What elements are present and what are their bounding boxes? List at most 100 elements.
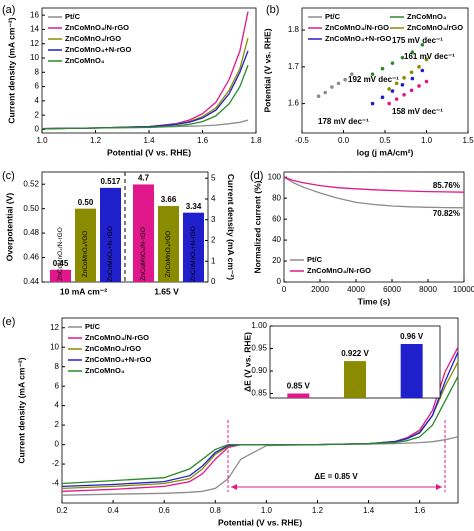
y2-tick-label: 5 [211, 173, 216, 182]
y-tick-label: 0 [55, 440, 60, 449]
y-tick-label: 8 [55, 362, 60, 371]
x-tick-label: 1.2 [90, 136, 102, 145]
y2-tick-label: 0 [211, 277, 216, 286]
y-tick-label: 0.50 [23, 204, 39, 213]
series-line [283, 176, 465, 209]
bar [158, 206, 179, 282]
x-tick-label: 0.6 [159, 506, 171, 515]
x-axis-label: Time (s) [358, 296, 391, 306]
data-point [417, 84, 421, 88]
bar [50, 269, 71, 282]
legend-label: ZnCoMnO₄+N-rGO [65, 45, 131, 54]
y-axis-label: Potential (V vs. RHE) [262, 28, 272, 112]
annotation: 161 mV dec⁻¹ [404, 52, 455, 61]
panel-label: (c) [2, 170, 15, 182]
value-label: 0.85 V [287, 382, 311, 391]
legend-label: ZnCoMnO₄/rGO [85, 344, 141, 353]
bar [75, 208, 96, 282]
legend-label: ZnCoMnO₄/N-rGO [307, 266, 371, 275]
y-tick-label: -2 [52, 459, 60, 468]
y-tick-label: 80 [272, 193, 281, 202]
legend-label: Pt/C [65, 12, 81, 21]
x-tick-label: 1.0 [36, 136, 48, 145]
data-point [387, 87, 391, 91]
y-tick-label: 40 [272, 235, 281, 244]
y-tick-label: 10 [30, 53, 39, 62]
y-tick-label: 0.48 [23, 228, 39, 237]
bar-name: ZnCoMnO₄/rGO [82, 231, 89, 278]
value-label: 0.50 [78, 198, 94, 207]
y-tick-label: 2 [55, 420, 60, 429]
bar-name: ZnCoMnO₄/rGO [165, 231, 172, 278]
group-label: 1.65 V [154, 286, 179, 296]
y-tick-label: 60 [272, 214, 281, 223]
x-tick-label: 1.8 [250, 136, 262, 145]
y-tick-label: 2 [35, 110, 40, 119]
y2-tick-label: 1 [211, 256, 216, 265]
x-axis-label: Potential (V vs. RHE) [107, 147, 191, 157]
x-tick-label: 1.0 [261, 506, 273, 515]
x-tick-label: 1.5 [462, 136, 474, 145]
y2-tick-label: 3 [211, 215, 216, 224]
y-tick-label: 12 [50, 323, 59, 332]
data-point [390, 89, 395, 93]
data-point [402, 92, 406, 97]
value-label: 0.922 V [341, 349, 369, 358]
x-tick-label: 0.4 [108, 506, 120, 515]
data-point [394, 81, 399, 86]
legend-label: Pt/C [325, 12, 341, 21]
y-tick-label: 12 [30, 39, 39, 48]
y-tick-label: 100 [268, 172, 282, 181]
x-axis-label: log (j mA/cm²) [357, 147, 414, 157]
x-axis-label: Potential (V vs. RHE) [218, 517, 302, 527]
legend-label: ZnCoMnO₄/rGO [65, 34, 121, 43]
panel-label: (e) [2, 316, 15, 328]
data-point [409, 70, 414, 75]
bar [100, 187, 121, 282]
annotation: 175 mV dec⁻¹ [392, 36, 443, 45]
x-tick-label: 0.8 [210, 506, 222, 515]
y-axis-label: ΔE (V vs. RHE) [242, 332, 252, 392]
annotation: 192 mV dec⁻¹ [348, 75, 399, 84]
data-point [424, 57, 429, 62]
y2-axis-label: Current density (mA cm⁻²) [226, 174, 236, 280]
legend-label: ZnCoMnO₄ [65, 56, 105, 65]
y2-tick-label: 4 [211, 194, 216, 203]
value-label: 0.45 [53, 259, 69, 268]
bar [400, 344, 423, 398]
y-tick-label: 4 [35, 96, 40, 105]
y-axis-label: Overpotential (V) [4, 193, 14, 262]
legend-label: ZnCoMnO₄ [85, 366, 125, 375]
value-label: 0.517 [100, 177, 121, 186]
y-tick-label: 8 [35, 67, 40, 76]
data-point [370, 72, 375, 76]
data-point [400, 83, 405, 87]
x-tick-label: 0.0 [338, 136, 350, 145]
legend-label: ZnCoMnO₄ [407, 12, 447, 21]
y-tick-label: 1.00 [251, 321, 267, 330]
data-point [420, 68, 425, 73]
x-tick-label: 1.6 [414, 506, 426, 515]
x-tick-label: 8000 [419, 285, 437, 294]
y-tick-label: -4 [52, 479, 60, 488]
y-tick-label: 0 [35, 125, 40, 134]
group-label: 10 mA cm⁻² [60, 286, 107, 296]
data-point [370, 101, 375, 106]
y-tick-label: 20 [272, 256, 281, 265]
bar-name: ZnCoMnO₄/N-rGO [140, 227, 147, 281]
legend-label: ZnCoMnO₄+N-rGO [325, 34, 391, 43]
x-tick-label: 2000 [311, 285, 329, 294]
y-axis-label: Current density (mA cm⁻²) [16, 357, 26, 463]
value-label: 3.66 [161, 195, 177, 204]
panel-label: (d) [250, 170, 263, 182]
data-point [400, 55, 405, 60]
series-line [61, 436, 459, 496]
data-point [410, 76, 415, 81]
x-tick-label: 6000 [383, 285, 401, 294]
data-point [343, 77, 347, 82]
y-tick-label: 0.46 [23, 253, 39, 262]
panel-label: (a) [2, 4, 15, 16]
legend-label: ZnCoMnO₄/N-rGO [65, 23, 129, 32]
x-tick-label: 0 [282, 285, 287, 294]
